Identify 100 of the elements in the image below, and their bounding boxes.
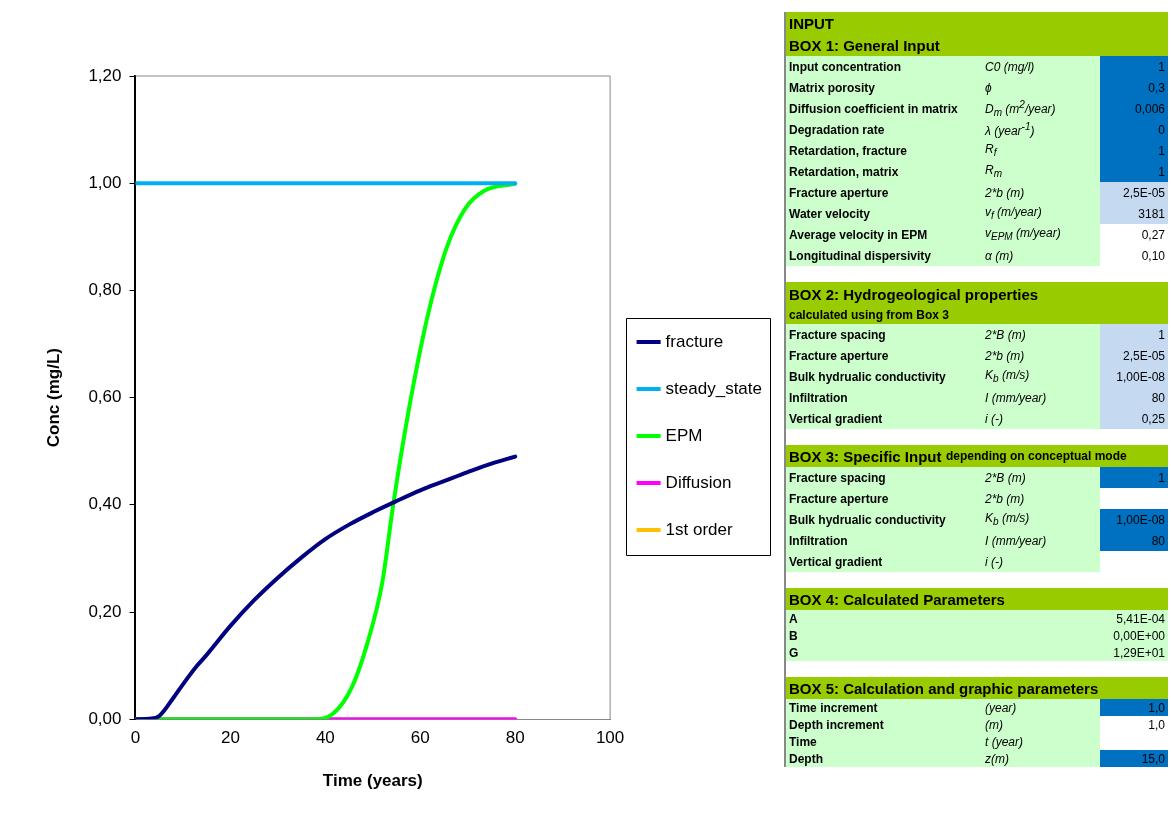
text: 80 xyxy=(1151,390,1165,405)
legend-label: fracture xyxy=(665,331,724,351)
text: 0,25 xyxy=(1141,411,1165,426)
text: α (m) xyxy=(985,248,1014,263)
text: 1,0 xyxy=(1148,717,1165,732)
text: 1,00E-08 xyxy=(1116,369,1165,384)
text: 80 xyxy=(1151,533,1165,548)
text: 0,00E+00 xyxy=(1113,628,1165,643)
text: I (mm/year) xyxy=(985,533,1047,548)
text: K$_{b}$ (m/s) xyxy=(985,368,1030,385)
y-axis-title: Conc (mg/L) xyxy=(43,348,63,448)
y-tick-label: 1,20 xyxy=(88,65,122,85)
text: Fracture spacing xyxy=(789,327,886,342)
text: Diffusion coefficient in matrix xyxy=(789,101,958,116)
text: C0 (mg/l) xyxy=(985,59,1035,74)
text: Average velocity in EPM xyxy=(789,227,928,242)
text: v$_{EPM}$ (m/year) xyxy=(985,226,1061,243)
text: ϕ xyxy=(985,80,992,95)
text: 2,5E-05 xyxy=(1122,348,1165,363)
text: G xyxy=(789,645,799,660)
x-tick-label: 20 xyxy=(220,728,240,748)
text: 2*b (m) xyxy=(985,491,1025,506)
text: 0,3 xyxy=(1148,80,1165,95)
text: Longitudinal dispersivity xyxy=(789,248,932,263)
text: Depth xyxy=(789,751,823,766)
text: Vertical gradient xyxy=(789,554,883,569)
text: Depth increment xyxy=(789,717,884,732)
text: BOX 4: Calculated Parameters xyxy=(789,590,1005,608)
text: Bulk hydrualic conductivity xyxy=(789,512,946,527)
text: 3181 xyxy=(1138,206,1165,221)
text: Fracture spacing xyxy=(789,470,886,485)
x-tick-label: 60 xyxy=(410,728,430,748)
text: Fracture aperture xyxy=(789,348,889,363)
text: 0,10 xyxy=(1141,248,1165,263)
text: 0,27 xyxy=(1141,227,1165,242)
text: Input concentration xyxy=(789,59,901,74)
text: BOX 5: Calculation and graphic parameters xyxy=(789,679,1099,697)
text: K$_{b}$ (m/s) xyxy=(985,511,1030,528)
text: λ (year$^{-1}$) xyxy=(985,121,1035,138)
text: 2*b (m) xyxy=(985,185,1025,200)
text: 1 xyxy=(1158,470,1165,485)
text: 1,0 xyxy=(1148,700,1165,715)
text: Infiltration xyxy=(789,390,848,405)
text: 1 xyxy=(1158,59,1165,74)
text: t (year) xyxy=(985,734,1024,749)
y-tick-label: 1,00 xyxy=(88,172,122,192)
text: (m) xyxy=(985,717,1003,732)
text: R$_{f}$ xyxy=(985,142,997,159)
legend-label: steady_state xyxy=(665,378,763,398)
text: Vertical gradient xyxy=(789,411,883,426)
text: i (-) xyxy=(985,554,1003,569)
legend-label: 1st order xyxy=(665,519,734,539)
text: 1,00E-08 xyxy=(1116,512,1165,527)
y-tick-label: 0,20 xyxy=(88,601,122,621)
legend-label: Diffusion xyxy=(665,472,732,492)
x-tick-label: 0 xyxy=(130,728,141,748)
text: v$_{f}$ (m/year) xyxy=(985,205,1042,222)
text: Water velocity xyxy=(789,206,870,221)
y-tick-label: 0,00 xyxy=(88,708,122,728)
text: 0,006 xyxy=(1134,101,1165,116)
text: R$_{m}$ xyxy=(985,163,1003,180)
text: 5,41E-04 xyxy=(1116,611,1165,626)
y-tick-label: 0,40 xyxy=(88,494,122,514)
text: (year) xyxy=(985,700,1017,715)
text: I (mm/year) xyxy=(985,390,1047,405)
y-tick-label: 0,80 xyxy=(88,280,122,300)
text: 0 xyxy=(1158,122,1165,137)
text: 15,0 xyxy=(1141,751,1165,766)
text: Fracture aperture xyxy=(789,491,889,506)
x-tick-label: 40 xyxy=(315,728,335,748)
text: 2*b (m) xyxy=(985,348,1025,363)
text: Retardation, fracture xyxy=(789,143,908,158)
text: 2*B (m) xyxy=(985,327,1026,342)
text: INPUT xyxy=(789,14,834,32)
x-axis-title: Time (years) xyxy=(322,771,423,791)
text: BOX 3: Specific Input xyxy=(789,447,942,465)
text: BOX 1: General Input xyxy=(789,36,940,54)
text: 2*B (m) xyxy=(985,470,1026,485)
text: BOX 2: Hydrogeological properties xyxy=(789,285,1039,303)
text: 1,29E+01 xyxy=(1113,645,1165,660)
text: 2,5E-05 xyxy=(1122,185,1165,200)
text: D$_{m}$ (m$^{2}$/year) xyxy=(985,98,1056,119)
text: Time xyxy=(789,734,817,749)
text: Infiltration xyxy=(789,533,848,548)
text: 1 xyxy=(1158,143,1165,158)
text: Retardation, matrix xyxy=(789,164,899,179)
text: Degradation rate xyxy=(789,122,885,137)
x-tick-label: 100 xyxy=(595,728,625,748)
text: B xyxy=(789,628,798,643)
text: calculated using from Box 3 xyxy=(789,308,950,322)
text: 1 xyxy=(1158,327,1165,342)
text: depending on conceptual mode xyxy=(945,449,1127,463)
text: Fracture aperture xyxy=(789,185,889,200)
text: z(m) xyxy=(985,751,1009,766)
text: i (-) xyxy=(985,411,1003,426)
x-tick-label: 80 xyxy=(505,728,525,748)
text: A xyxy=(789,611,798,626)
text: Bulk hydrualic conductivity xyxy=(789,369,946,384)
y-tick-label: 0,60 xyxy=(88,387,122,407)
text: Time increment xyxy=(789,700,878,715)
